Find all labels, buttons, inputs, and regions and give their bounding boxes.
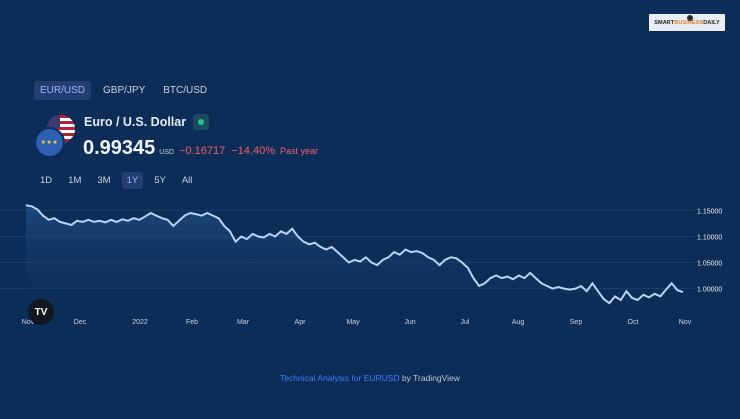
last-price: 0.99345 <box>83 137 156 159</box>
technical-analysis-link[interactable]: Technical Analysis for EURUSD <box>280 373 400 383</box>
footer-attribution: Technical Analysis for EURUSD by Trading… <box>0 373 740 383</box>
price-line <box>25 204 684 305</box>
price-row: 0.99345 USD −0.16717 −14.40% Past year <box>83 137 318 160</box>
x-tick-label: 2022 <box>132 319 148 326</box>
logo-text-mid: BUSINESS <box>674 19 704 26</box>
range-3m[interactable]: 3M <box>97 175 111 186</box>
range-1y[interactable]: 1Y <box>121 172 144 189</box>
range-selector: 1D 1M 3M 1Y 5Y All <box>35 172 197 189</box>
tradingview-logo-icon[interactable]: TV <box>28 299 54 325</box>
x-tick-label: Aug <box>512 319 525 326</box>
x-tick-label: Nov <box>22 319 35 326</box>
x-tick-label: Sep <box>570 319 583 326</box>
range-all[interactable]: All <box>181 175 193 186</box>
x-tick-label: Mar <box>237 319 250 326</box>
tab-btcusd[interactable]: BTC/USD <box>163 85 208 96</box>
brand-logo: SMART BUSINESS DAILY <box>649 14 725 31</box>
market-status-icon <box>193 114 209 130</box>
x-tick-label: Jul <box>461 319 470 326</box>
price-change-percent: −14.40% <box>231 145 275 157</box>
logo-figure-icon <box>687 15 693 21</box>
x-tick-label: Feb <box>186 319 198 326</box>
y-tick-label: 1.15000 <box>697 208 722 215</box>
y-tick-label: 1.00000 <box>697 287 722 294</box>
symbol-name: Euro / U.S. Dollar <box>84 115 187 129</box>
y-tick-label: 1.05000 <box>697 261 722 268</box>
x-tick-label: May <box>346 319 360 326</box>
price-area <box>26 205 683 312</box>
x-tick-label: Nov <box>679 319 692 326</box>
x-tick-label: Apr <box>295 319 307 326</box>
range-1d[interactable]: 1D <box>40 175 53 186</box>
x-tick-label: Dec <box>74 319 87 326</box>
footer-suffix: by TradingView <box>399 373 460 383</box>
logo-text-right: DAILY <box>703 19 720 26</box>
tab-eurusd[interactable]: EUR/USD <box>34 81 92 100</box>
currency-flags: ★★★ <box>34 114 78 158</box>
tab-gbpjpy[interactable]: GBP/JPY <box>103 85 146 96</box>
price-change: −0.16717 <box>179 145 226 157</box>
x-tick-label: Jun <box>404 319 415 326</box>
change-period: Past year <box>280 146 319 156</box>
status-dot <box>198 119 204 125</box>
eu-flag-icon: ★★★ <box>34 127 65 158</box>
price-currency: USD <box>159 149 175 156</box>
logo-text-left: SMART <box>654 19 675 26</box>
y-tick-label: 1.10000 <box>697 234 722 241</box>
range-1m[interactable]: 1M <box>68 175 82 186</box>
range-5y[interactable]: 5Y <box>154 175 166 186</box>
symbol-tabs: EUR/USD GBP/JPY BTC/USD <box>34 81 213 100</box>
x-tick-label: Oct <box>628 319 639 326</box>
